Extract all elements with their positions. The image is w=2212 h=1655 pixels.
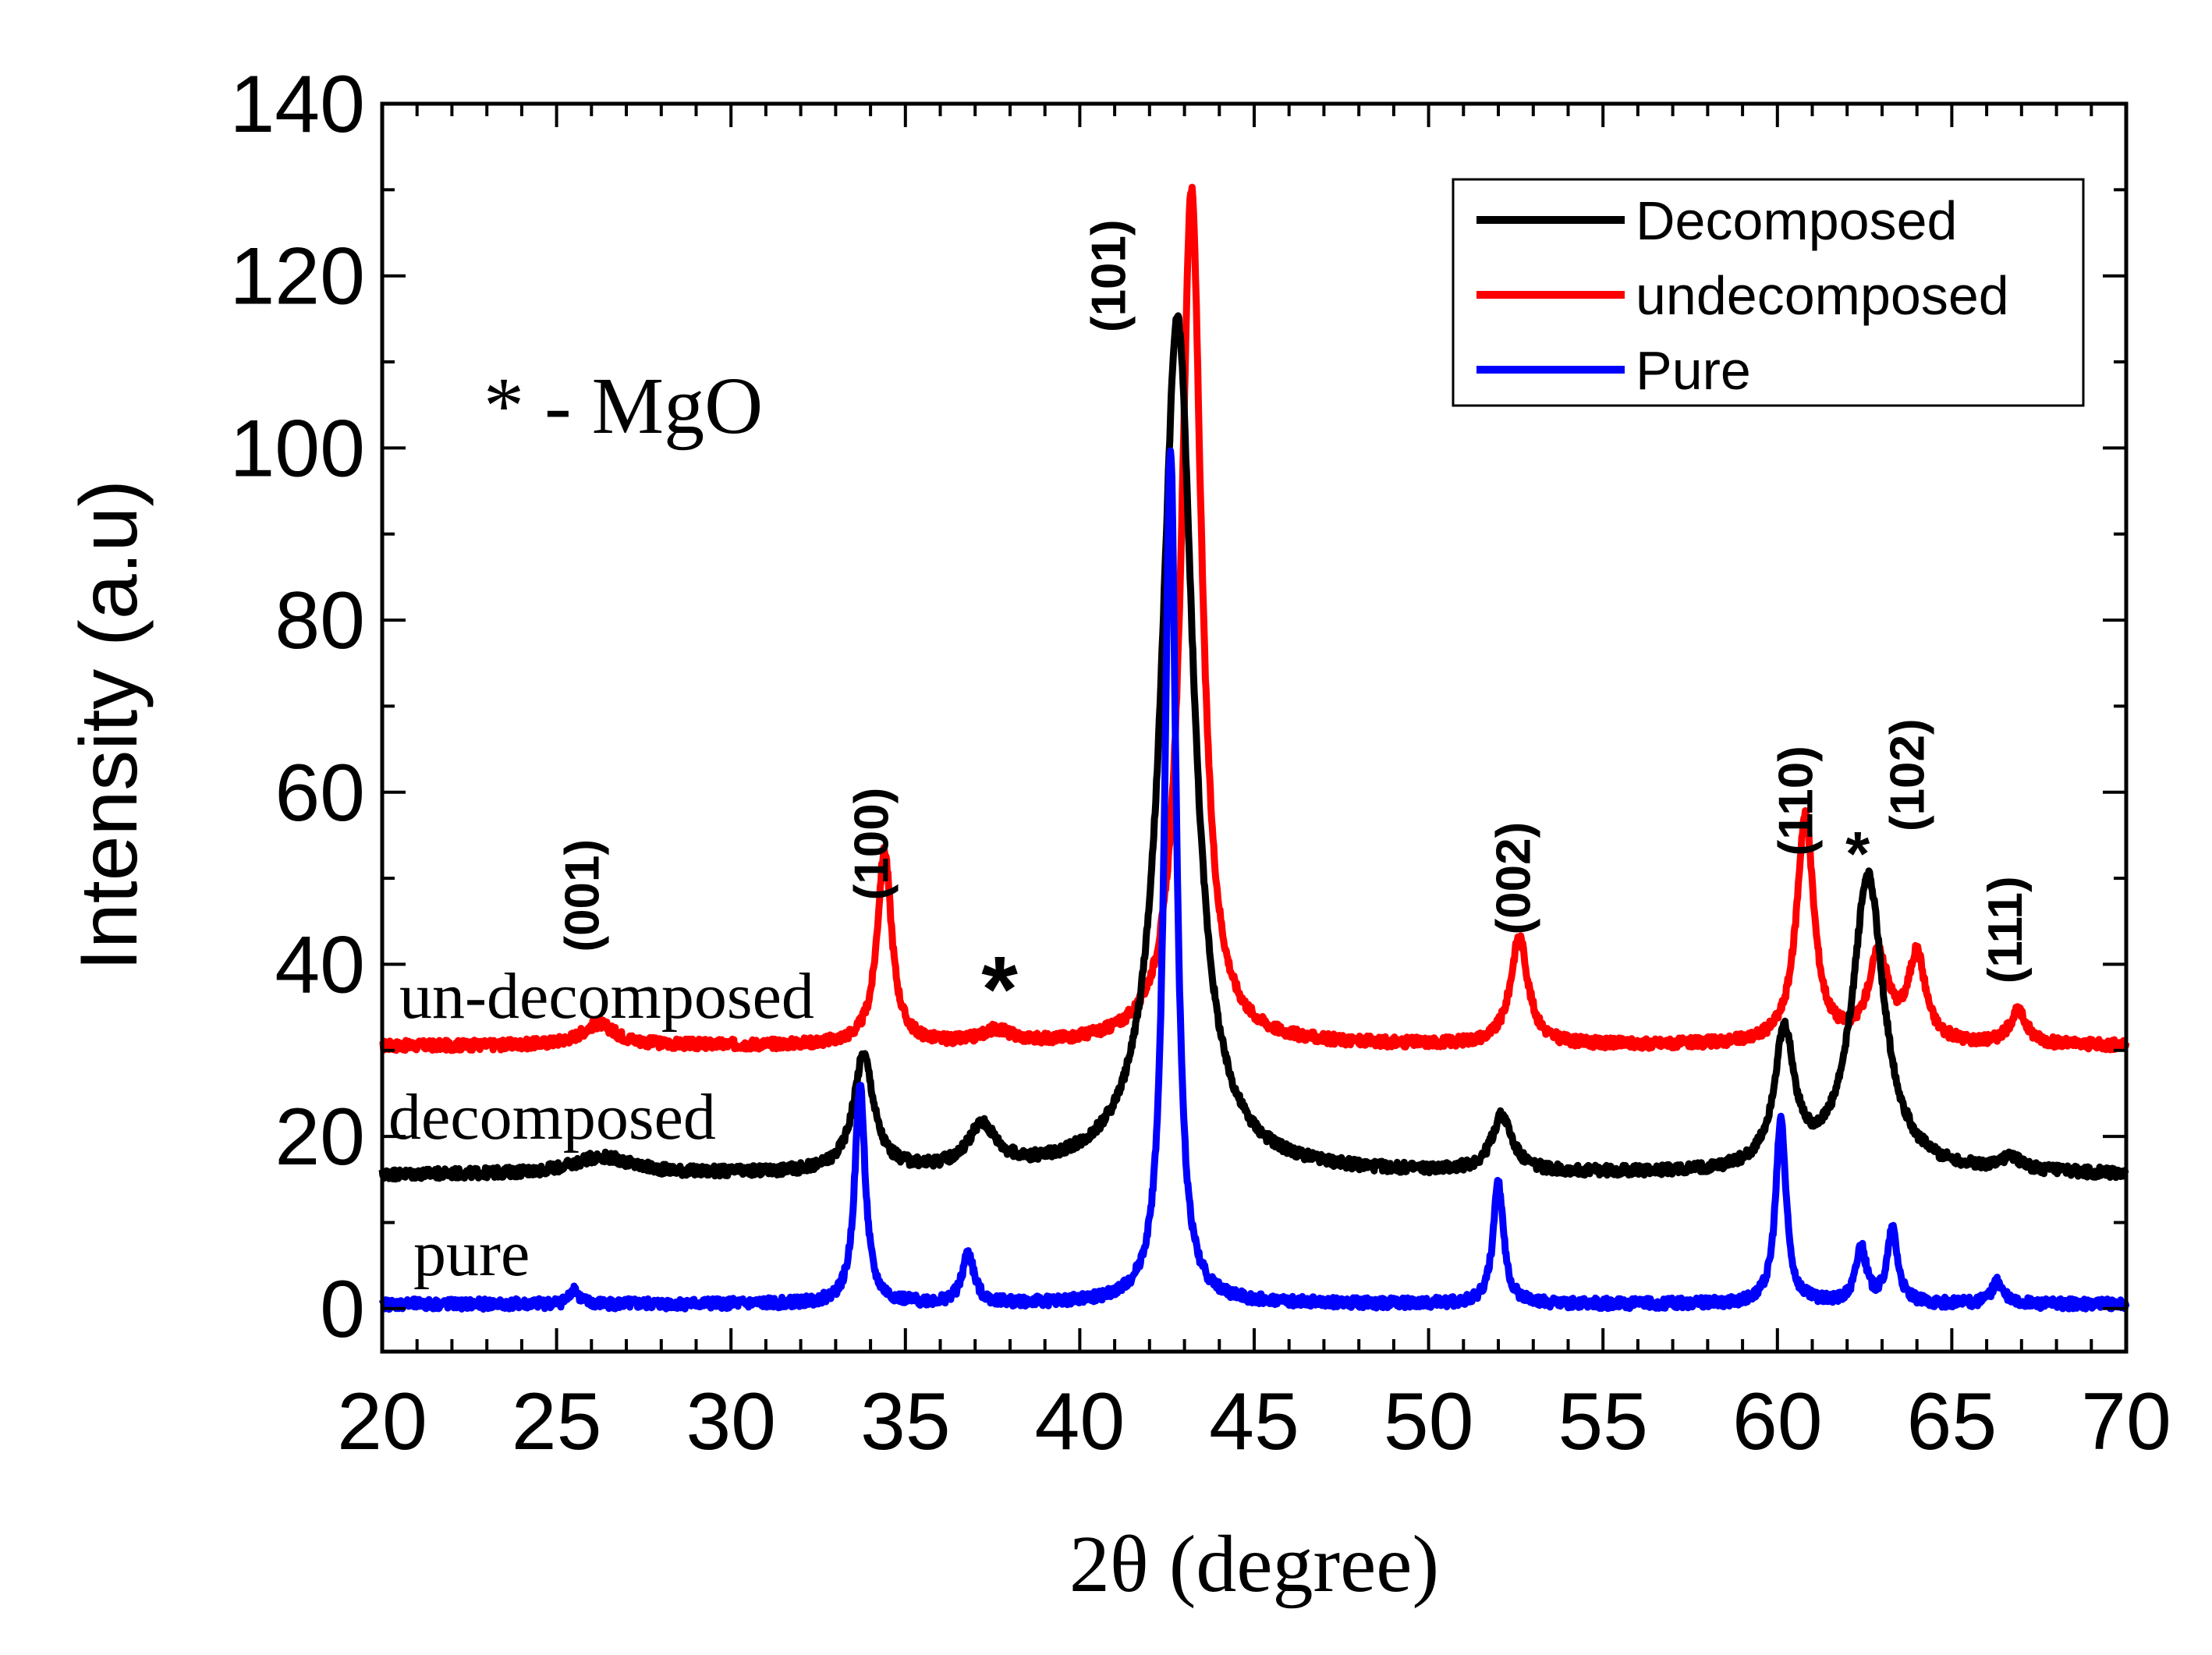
x-tick-label: 45: [1209, 1377, 1299, 1467]
peak-label: (100): [845, 788, 899, 901]
x-tick-label: 65: [1907, 1377, 1998, 1467]
series-label-pure: pure: [413, 1217, 530, 1290]
series-line-pure: [378, 447, 2130, 1313]
mgo-marker: *: [981, 937, 1018, 1042]
peak-label: (111): [1979, 876, 2033, 983]
series-line-decomposed: [378, 312, 2129, 1183]
series-label-decomposed: decomposed: [388, 1081, 716, 1154]
mgo-marker-layer: **: [981, 819, 1870, 1042]
series-line-undecomposed: [379, 183, 2130, 1054]
y-tick-label: 140: [229, 59, 365, 150]
legend: Decomposed undecomposed Pure: [1452, 178, 2085, 407]
tick-layer: [381, 102, 2128, 1352]
y-tick-label: 80: [275, 576, 365, 666]
y-tick-label: 100: [229, 403, 365, 494]
y-axis-title: Intensity (a.u): [64, 480, 154, 971]
x-tick-labels: 20 25 30 35 40 45 50 55 60 65 70: [337, 1377, 2171, 1467]
peak-label: (102): [1881, 718, 1935, 831]
x-tick-label: 35: [860, 1377, 951, 1467]
legend-label: Pure: [1636, 340, 1751, 401]
legend-entries: Decomposed undecomposed Pure: [1476, 190, 2009, 401]
x-tick-label: 20: [337, 1377, 427, 1467]
x-tick-label: 60: [1732, 1377, 1823, 1467]
x-tick-label: 70: [2081, 1377, 2171, 1467]
y-tick-label: 120: [229, 232, 365, 322]
y-tick-labels: 0 20 40 60 80 100 120 140: [229, 59, 365, 1355]
peak-label: (101): [1083, 219, 1136, 332]
legend-label: undecomposed: [1636, 265, 2009, 326]
mgo-note: * - MgO: [484, 361, 763, 451]
x-tick-label: 55: [1558, 1377, 1648, 1467]
y-tick-label: 0: [320, 1264, 365, 1355]
x-tick-label: 40: [1035, 1377, 1125, 1467]
peak-label: (001): [555, 839, 609, 952]
series-layer: [378, 183, 2130, 1313]
peak-label-layer: (001) (100) (101) (002) (110) (102) (111): [555, 219, 2033, 983]
peak-label: (002): [1487, 822, 1540, 935]
x-tick-label: 50: [1384, 1377, 1474, 1467]
x-tick-label: 25: [512, 1377, 602, 1467]
legend-label: Decomposed: [1636, 190, 1957, 251]
x-tick-label: 30: [686, 1377, 776, 1467]
peak-label: (110): [1770, 746, 1824, 856]
y-tick-label: 60: [275, 748, 365, 838]
series-label-undecomposed: un-decomposed: [399, 960, 814, 1033]
mgo-marker: *: [1845, 819, 1870, 888]
y-tick-label: 20: [275, 1092, 365, 1182]
x-axis-title: 2θ (degree): [1069, 1519, 1439, 1609]
y-tick-label: 40: [275, 920, 365, 1010]
